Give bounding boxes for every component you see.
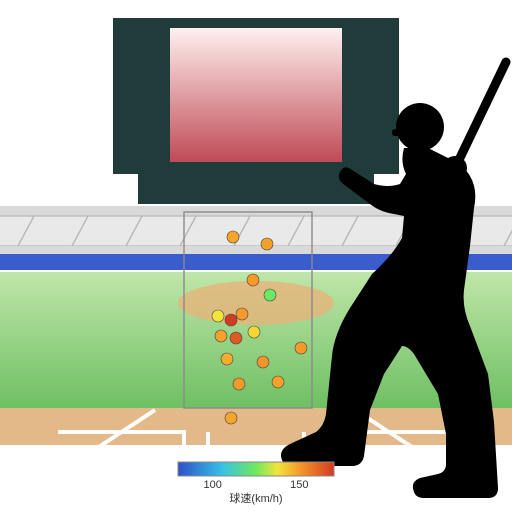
pitch-marker: [261, 238, 273, 250]
pitch-marker: [225, 314, 237, 326]
scoreboard-base: [138, 172, 374, 204]
pitch-marker: [225, 412, 237, 424]
pitch-marker: [295, 342, 307, 354]
scoreboard-screen: [170, 28, 342, 162]
batter-hands: [443, 156, 467, 180]
mound-ellipse: [178, 281, 334, 325]
pitch-marker: [212, 310, 224, 322]
pitch-marker: [236, 308, 248, 320]
pitch-marker: [272, 376, 284, 388]
batter-helmet: [396, 103, 444, 151]
infield-dirt: [0, 408, 512, 445]
pitch-marker: [247, 274, 259, 286]
legend-tick: 150: [290, 479, 308, 491]
pitch-marker: [227, 231, 239, 243]
legend-tick: 100: [203, 479, 221, 491]
chart-svg: 100 150 球速(km/h): [0, 0, 512, 512]
pitch-marker: [221, 353, 233, 365]
legend-label: 球速(km/h): [229, 491, 282, 505]
pitch-marker: [264, 289, 276, 301]
pitch-marker: [230, 332, 242, 344]
pitch-marker: [248, 326, 260, 338]
pitch-marker: [257, 356, 269, 368]
pitch-marker: [215, 330, 227, 342]
helmet-brim: [392, 129, 416, 136]
speed-legend-bar: [178, 462, 334, 476]
pitch-marker: [233, 378, 245, 390]
pitch-location-chart: 100 150 球速(km/h): [0, 0, 512, 512]
